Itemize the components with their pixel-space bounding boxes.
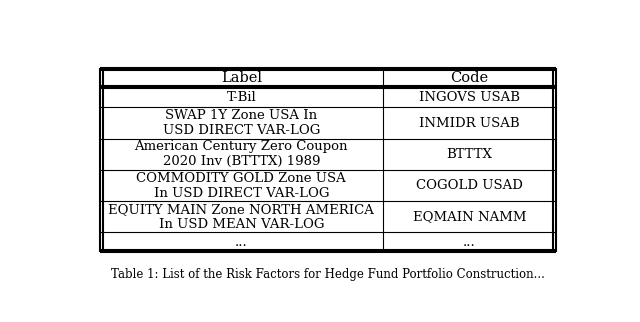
Text: Table 1: List of the Risk Factors for Hedge Fund Portfolio Construction...: Table 1: List of the Risk Factors for He… <box>111 268 545 281</box>
Text: BTTTX: BTTTX <box>447 148 492 161</box>
Text: COMMODITY GOLD Zone USA
In USD DIRECT VAR-LOG: COMMODITY GOLD Zone USA In USD DIRECT VA… <box>136 172 346 200</box>
Text: INMIDR USAB: INMIDR USAB <box>419 117 520 129</box>
Text: EQMAIN NAMM: EQMAIN NAMM <box>413 210 526 223</box>
Text: COGOLD USAD: COGOLD USAD <box>416 179 523 192</box>
Text: ...: ... <box>235 236 248 249</box>
Text: INGOVS USAB: INGOVS USAB <box>419 91 520 104</box>
Text: EQUITY MAIN Zone NORTH AMERICA
In USD MEAN VAR-LOG: EQUITY MAIN Zone NORTH AMERICA In USD ME… <box>108 203 374 231</box>
Text: Code: Code <box>451 71 488 85</box>
Text: T-Bil: T-Bil <box>227 91 256 104</box>
Text: SWAP 1Y Zone USA In
USD DIRECT VAR-LOG: SWAP 1Y Zone USA In USD DIRECT VAR-LOG <box>163 109 320 137</box>
Text: Label: Label <box>221 71 262 85</box>
Text: ...: ... <box>463 236 476 249</box>
Text: American Century Zero Coupon
2020 Inv (BTTTX) 1989: American Century Zero Coupon 2020 Inv (B… <box>134 140 348 168</box>
